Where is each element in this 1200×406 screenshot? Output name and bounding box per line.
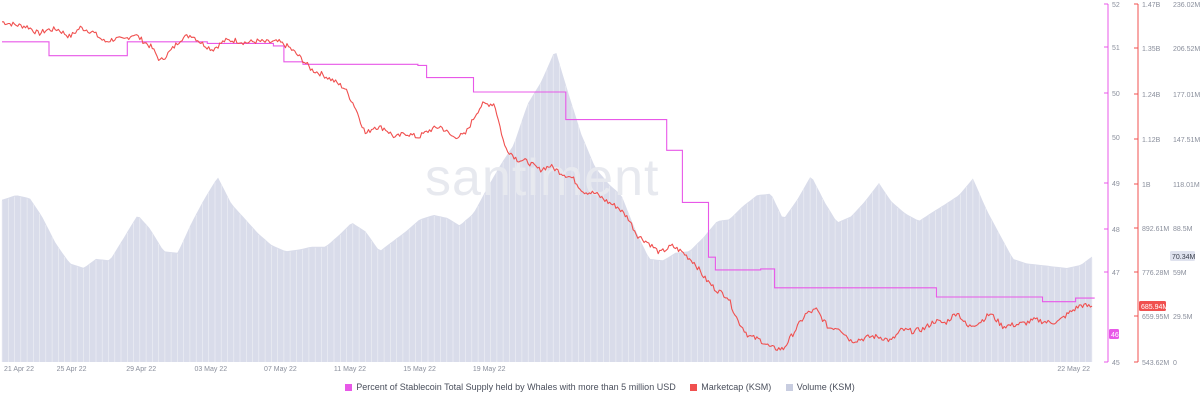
x-tick-label: 22 May 22 <box>1057 366 1090 373</box>
percent-current-badge: 46 <box>1109 329 1119 339</box>
volume-tick-label: 0 <box>1173 360 1177 367</box>
legend-label-marketcap: Marketcap (KSM) <box>701 382 772 392</box>
percent-current-badge-bg <box>1109 329 1119 339</box>
percent-tick-label: 45 <box>1112 360 1120 367</box>
percent-tick-label: 47 <box>1112 270 1120 277</box>
volume-tick-label: 177.01M <box>1173 92 1200 99</box>
percent-tick-label: 50 <box>1112 135 1120 142</box>
volume-current-badge-bg <box>1170 251 1195 261</box>
legend-swatch-marketcap <box>690 383 698 391</box>
percent-tick-label: 50 <box>1112 91 1120 98</box>
volume-current-badge: 70.34M <box>1170 251 1196 261</box>
volume-layer <box>1 53 1093 362</box>
marketcap-line <box>2 21 1093 351</box>
legend-swatch-percent <box>345 383 353 391</box>
marketcap-tick-label: 1.47B <box>1142 2 1161 9</box>
volume-tick-label: 236.02M <box>1173 2 1200 9</box>
marketcap-tick-label: 543.62M <box>1142 360 1169 367</box>
legend-item-marketcap[interactable]: Marketcap (KSM) <box>690 382 771 392</box>
marketcap-tick-label: 1.12B <box>1142 137 1161 144</box>
marketcap-tick-label: 892.61M <box>1142 226 1169 233</box>
axes-layer: 21 Apr 22 25 Apr 22 29 Apr 22 03 May 22 07 M… <box>4 2 1200 373</box>
volume-tick-label: 147.51M <box>1173 137 1200 144</box>
marketcap-tick-label: 1.24B <box>1142 92 1161 99</box>
percent-tick-label: 48 <box>1112 227 1120 234</box>
percent-current-badge-text: 46 <box>1111 332 1119 339</box>
percent-tick-label: 49 <box>1112 181 1120 188</box>
x-tick-label: 19 May 22 <box>473 366 506 373</box>
santiment-watermark: santiment <box>425 149 659 207</box>
volume-tick-label: 118.01M <box>1173 182 1200 189</box>
marketcap-current-badge-text: 685.94M <box>1141 304 1168 311</box>
x-tick-label: 29 Apr 22 <box>126 366 156 373</box>
x-tick-label: 07 May 22 <box>264 366 297 373</box>
legend-item-percent[interactable]: Percent of Stablecoin Total Supply held … <box>345 382 676 392</box>
x-tick-label: 11 May 22 <box>334 366 366 373</box>
volume-tick-label: 88.5M <box>1173 226 1193 233</box>
volume-tick-label: 29.5M <box>1173 314 1193 321</box>
x-tick-label: 21 Apr 22 <box>4 366 34 373</box>
volume-current-badge-text: 70.34M <box>1172 254 1196 261</box>
volume-tick-label: 206.52M <box>1173 46 1200 53</box>
x-tick-label: 15 May 22 <box>403 366 436 373</box>
marketcap-tick-label: 659.95M <box>1142 314 1169 321</box>
x-tick-label: 25 Apr 22 <box>57 366 87 373</box>
volume-tick-label: 59M <box>1173 270 1187 277</box>
percent-tick-label: 52 <box>1112 2 1120 9</box>
marketcap-current-badge: 685.94M <box>1139 301 1168 311</box>
legend-swatch-volume <box>785 383 793 391</box>
marketcap-current-badge-bg <box>1139 301 1166 311</box>
legend-label-volume: Volume (KSM) <box>796 382 855 392</box>
percent-tick-label: 51 <box>1112 45 1120 52</box>
marketcap-tick-label: 1B <box>1142 182 1151 189</box>
percent-line <box>2 41 1095 303</box>
legend-label-percent: Percent of Stablecoin Total Supply held … <box>356 382 676 392</box>
x-tick-label: 03 May 22 <box>194 366 227 373</box>
legend-item-volume[interactable]: Volume (KSM) <box>785 382 855 392</box>
marketcap-tick-label: 776.28M <box>1142 270 1169 277</box>
percent-layer <box>2 41 1095 303</box>
marketcap-tick-label: 1.35B <box>1142 46 1161 53</box>
marketcap-layer <box>2 21 1093 351</box>
legend: Percent of Stablecoin Total Supply held … <box>0 382 1200 393</box>
